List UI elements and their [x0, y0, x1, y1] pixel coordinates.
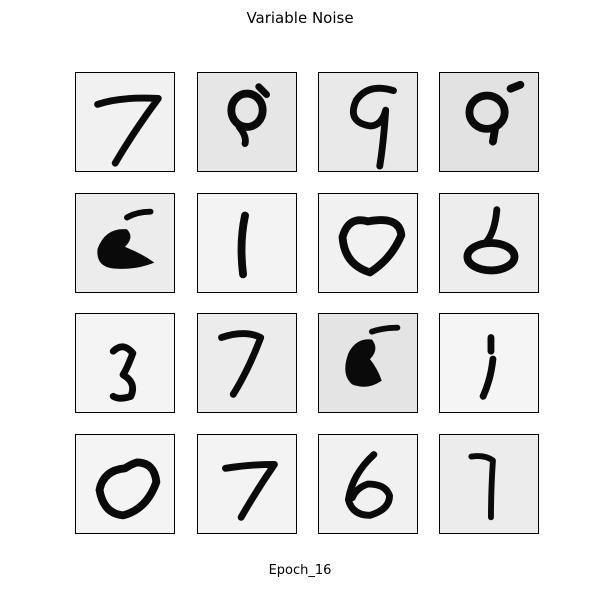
digit-tile [197, 434, 297, 534]
digit-tile [318, 313, 418, 413]
tile-bg [76, 73, 174, 171]
tile-bg [198, 73, 296, 171]
tile-bg [319, 194, 417, 292]
digit-tile [75, 193, 175, 293]
digit-tile [197, 193, 297, 293]
digit-tile [75, 313, 175, 413]
tile-bg [198, 194, 296, 292]
digit-tile [318, 72, 418, 172]
digit-tile [197, 313, 297, 413]
digit-tile [439, 193, 539, 293]
digit-tile [318, 193, 418, 293]
tile-bg [198, 435, 296, 533]
digit-tile [439, 434, 539, 534]
digit-tile [197, 72, 297, 172]
digit-tile [439, 72, 539, 172]
tile-bg [440, 73, 538, 171]
digit-tile [439, 313, 539, 413]
digit-tile [318, 434, 418, 534]
digit-tile [75, 72, 175, 172]
tile-bg [440, 314, 538, 412]
figure-title: Variable Noise [246, 9, 354, 27]
epoch-label: Epoch_16 [268, 563, 332, 578]
digit-tile [75, 434, 175, 534]
